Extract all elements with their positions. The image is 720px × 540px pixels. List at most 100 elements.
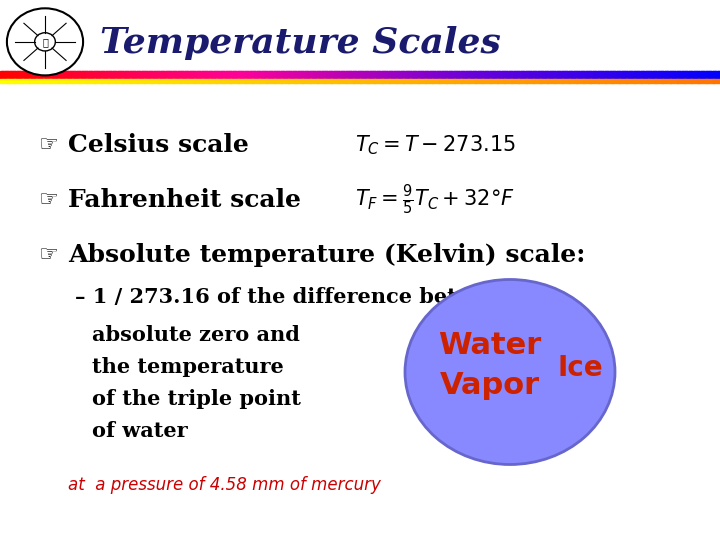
Bar	[65, 79, 73, 83]
Bar	[396, 79, 404, 83]
Bar	[554, 71, 558, 78]
Bar	[230, 71, 234, 78]
Bar	[259, 71, 263, 78]
Bar	[374, 71, 378, 78]
Bar	[27, 71, 30, 78]
Bar	[468, 79, 476, 83]
Bar	[271, 71, 274, 78]
Bar	[434, 71, 438, 78]
Bar	[691, 71, 695, 78]
Bar	[410, 79, 418, 83]
Bar	[636, 71, 639, 78]
Bar	[490, 71, 493, 78]
Bar	[547, 71, 551, 78]
Bar	[194, 71, 198, 78]
Bar	[117, 71, 121, 78]
Bar	[360, 79, 368, 83]
Bar	[394, 71, 397, 78]
Bar	[569, 71, 572, 78]
Bar	[245, 71, 248, 78]
Bar	[261, 71, 265, 78]
Bar	[502, 71, 505, 78]
Bar	[634, 71, 637, 78]
Bar	[391, 71, 395, 78]
Bar	[14, 79, 22, 83]
Bar	[439, 71, 443, 78]
Bar	[696, 71, 699, 78]
Bar	[29, 79, 37, 83]
Bar	[497, 71, 500, 78]
Bar	[9, 71, 13, 78]
Bar	[430, 71, 433, 78]
Bar	[605, 71, 608, 78]
Bar	[408, 71, 411, 78]
Bar	[50, 79, 58, 83]
Bar	[333, 71, 337, 78]
Bar	[353, 71, 356, 78]
Bar	[403, 79, 411, 83]
Bar	[377, 71, 380, 78]
Bar	[446, 71, 450, 78]
Bar	[130, 71, 133, 78]
Bar	[477, 71, 481, 78]
Bar	[413, 71, 416, 78]
Bar	[346, 79, 354, 83]
Bar	[86, 71, 90, 78]
Bar	[22, 79, 30, 83]
Bar	[194, 79, 202, 83]
Bar	[353, 79, 361, 83]
Bar	[240, 71, 243, 78]
Bar	[682, 71, 685, 78]
Bar	[0, 71, 4, 78]
Bar	[122, 79, 130, 83]
Bar	[67, 71, 71, 78]
Bar	[367, 79, 375, 83]
Bar	[96, 71, 99, 78]
Bar	[300, 71, 303, 78]
Bar	[540, 71, 544, 78]
Bar	[504, 79, 512, 83]
Bar	[266, 79, 274, 83]
Bar	[209, 71, 212, 78]
Bar	[473, 71, 476, 78]
Bar	[588, 71, 591, 78]
Bar	[45, 71, 49, 78]
Bar	[127, 71, 130, 78]
Bar	[513, 71, 517, 78]
Bar	[243, 71, 246, 78]
Bar	[610, 71, 613, 78]
Bar	[297, 71, 301, 78]
Bar	[418, 71, 421, 78]
Bar	[600, 71, 603, 78]
Bar	[207, 71, 210, 78]
Bar	[686, 71, 690, 78]
Bar	[585, 71, 589, 78]
Bar	[17, 71, 20, 78]
Bar	[425, 79, 433, 83]
Bar	[703, 71, 706, 78]
Bar	[459, 71, 462, 78]
Bar	[626, 71, 630, 78]
Bar	[286, 71, 289, 78]
Bar	[535, 71, 539, 78]
Bar	[168, 71, 171, 78]
Bar	[58, 79, 66, 83]
Bar	[461, 71, 464, 78]
Bar	[432, 79, 440, 83]
Bar	[14, 71, 18, 78]
Bar	[549, 71, 553, 78]
Bar	[221, 71, 224, 78]
Bar	[63, 71, 66, 78]
Bar	[312, 71, 315, 78]
Bar	[250, 71, 253, 78]
Bar	[72, 79, 80, 83]
Bar	[540, 79, 548, 83]
Bar	[523, 71, 526, 78]
Bar	[19, 71, 22, 78]
Bar	[223, 71, 227, 78]
Text: 🦅: 🦅	[42, 37, 48, 47]
Bar	[12, 71, 15, 78]
Bar	[137, 79, 145, 83]
Bar	[497, 79, 505, 83]
Bar	[562, 71, 565, 78]
